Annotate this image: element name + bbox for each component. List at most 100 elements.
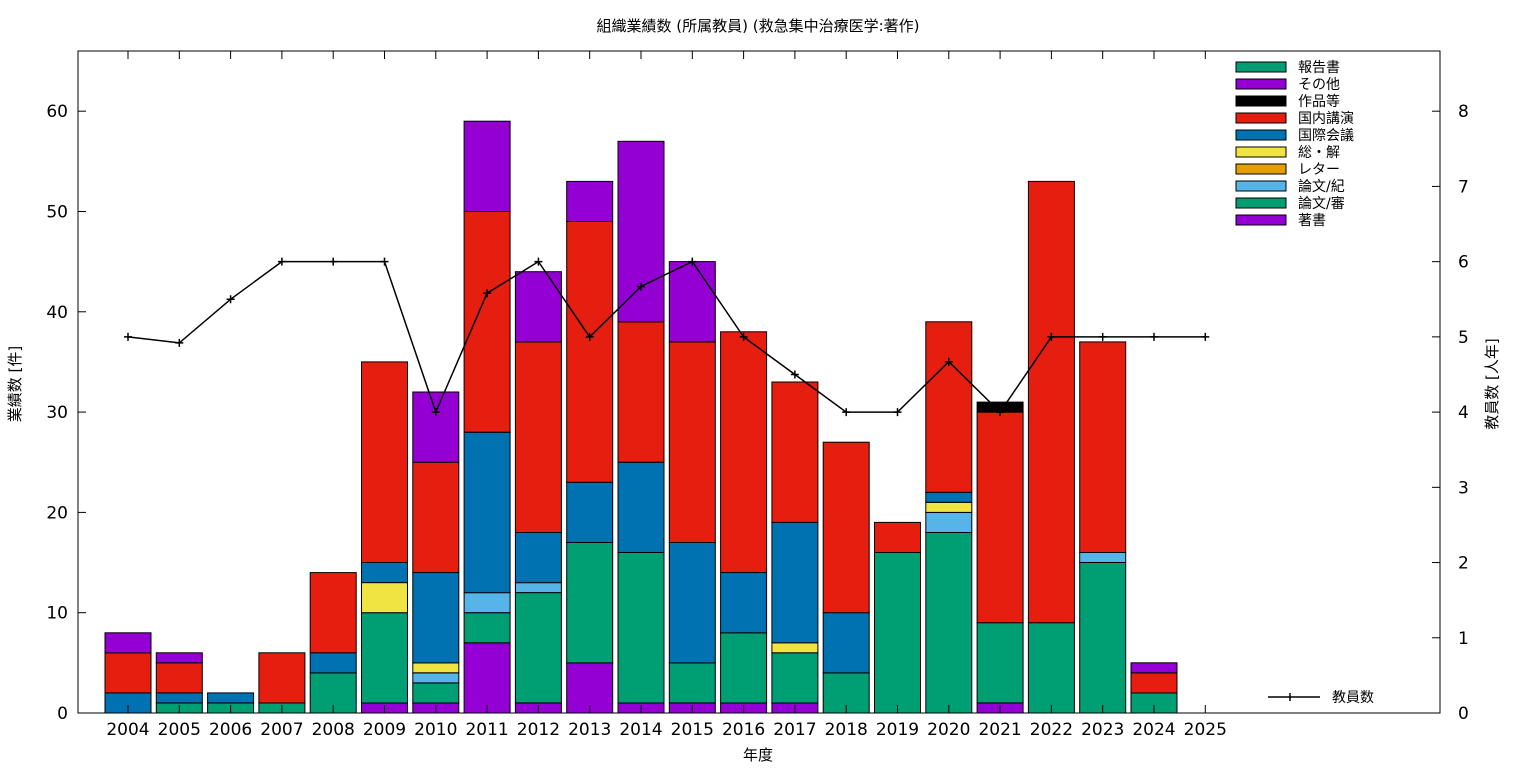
bar-segment	[463, 592, 511, 614]
bar-segment	[668, 261, 716, 343]
bar-segment	[155, 662, 203, 694]
legend-label: その他	[1298, 77, 1340, 93]
line-point	[585, 332, 594, 341]
bar-segment	[361, 562, 408, 584]
bar-segment	[925, 321, 973, 493]
bar-segment	[566, 221, 614, 483]
legend-label: 国内講演	[1298, 111, 1354, 127]
line-point	[175, 338, 184, 347]
line-point	[483, 289, 492, 298]
bar-segment	[412, 662, 460, 674]
bar-segment	[514, 532, 562, 584]
x-tick-label: 2005	[158, 720, 201, 740]
bars-layer	[104, 120, 1178, 714]
bar-segment	[720, 331, 768, 573]
legend-label: 報告書	[1298, 60, 1340, 76]
x-tick-label: 2006	[209, 720, 252, 740]
y2-tick-label: 6	[1458, 253, 1469, 273]
x-tick-label: 2022	[1030, 720, 1073, 740]
line-point	[1201, 332, 1210, 341]
bar-segment	[514, 592, 562, 704]
bar-segment	[566, 481, 614, 543]
bar-segment	[668, 341, 716, 543]
bar-segment	[617, 321, 665, 463]
bar-segment	[617, 461, 665, 554]
bar-segment	[720, 572, 768, 634]
line-point	[790, 370, 799, 379]
legend-label: 論文/審	[1298, 196, 1345, 212]
bar-segment	[514, 341, 562, 533]
legend-label: 教員数	[1332, 690, 1374, 706]
line-point	[1098, 332, 1107, 341]
bar-segment	[976, 411, 1024, 624]
legend-swatch	[1235, 146, 1287, 158]
bar-segment	[412, 461, 460, 574]
chart-title: 組織業績数 (所属教員) (救急集中治療医学:著作)	[596, 17, 919, 35]
legend-swatch	[1235, 129, 1287, 141]
line-point	[842, 408, 851, 417]
bar-segment	[617, 140, 665, 323]
line-series	[127, 260, 1206, 415]
bar-segment	[309, 572, 357, 654]
bar-segment	[617, 552, 665, 704]
x-tick-label: 2025	[1184, 720, 1227, 740]
bar-segment	[104, 632, 152, 654]
bar-segment	[874, 552, 921, 714]
line-point	[893, 408, 902, 417]
bar-segment	[1027, 622, 1075, 714]
x-tick-label: 2009	[363, 720, 406, 740]
x-tick-label: 2024	[1132, 720, 1175, 740]
line-point	[431, 408, 440, 417]
y2-tick-label: 5	[1458, 328, 1469, 348]
bar-segment	[361, 612, 408, 704]
legend-swatch	[1235, 112, 1287, 124]
line-point	[380, 257, 389, 266]
axes-layer: 0 10 20 30 40 50 60 0 1 2 3 4 5 6 7 8 2004 2005 2006 2007 20…	[46, 50, 1469, 740]
y-tick-label: 50	[46, 202, 68, 222]
y2-tick-label: 4	[1458, 403, 1469, 423]
bar-segment	[514, 582, 562, 594]
bar-segment	[771, 642, 819, 654]
y-tick-label: 20	[46, 503, 68, 523]
bar-segment	[1027, 180, 1075, 624]
bar-segment	[771, 521, 819, 644]
bar-segment	[463, 120, 511, 212]
y2-tick-label: 1	[1458, 629, 1469, 649]
bar-segment	[822, 441, 870, 614]
y-tick-label: 60	[46, 102, 68, 122]
y2-tick-label: 7	[1458, 177, 1469, 197]
x-tick-label: 2020	[927, 720, 970, 740]
bar-segment	[1130, 662, 1178, 674]
bar-segment	[412, 391, 460, 463]
legend-swatch	[1235, 214, 1287, 226]
y-tick-label: 40	[46, 303, 68, 323]
y2-tick-label: 3	[1458, 478, 1469, 498]
line-point	[277, 257, 286, 266]
bar-segment	[925, 532, 973, 714]
x-tick-label: 2014	[619, 720, 662, 740]
bar-segment	[207, 692, 255, 704]
x-tick-label: 2012	[517, 720, 560, 740]
line-point	[637, 282, 645, 291]
bar-segment	[463, 431, 511, 594]
legend-swatch	[1235, 61, 1287, 73]
line-point	[124, 332, 132, 341]
bar-segment	[925, 491, 973, 503]
line-layer	[124, 257, 1210, 417]
legend-swatch	[1235, 95, 1287, 107]
bar-segment	[976, 622, 1024, 704]
legend-swatch	[1235, 180, 1287, 192]
bar-segment	[155, 692, 203, 704]
x-tick-label: 2015	[671, 720, 714, 740]
legend-swatch	[1235, 78, 1287, 90]
line-point	[944, 357, 953, 366]
y-tick-label: 30	[46, 403, 68, 423]
y-tick-label: 0	[57, 704, 68, 724]
x-tick-label: 2013	[568, 720, 611, 740]
bar-segment	[361, 582, 408, 614]
legend-label: 論文/紀	[1298, 179, 1345, 195]
bar-segment	[822, 612, 870, 674]
bar-segment	[463, 642, 511, 714]
bar-segment	[1079, 341, 1127, 553]
